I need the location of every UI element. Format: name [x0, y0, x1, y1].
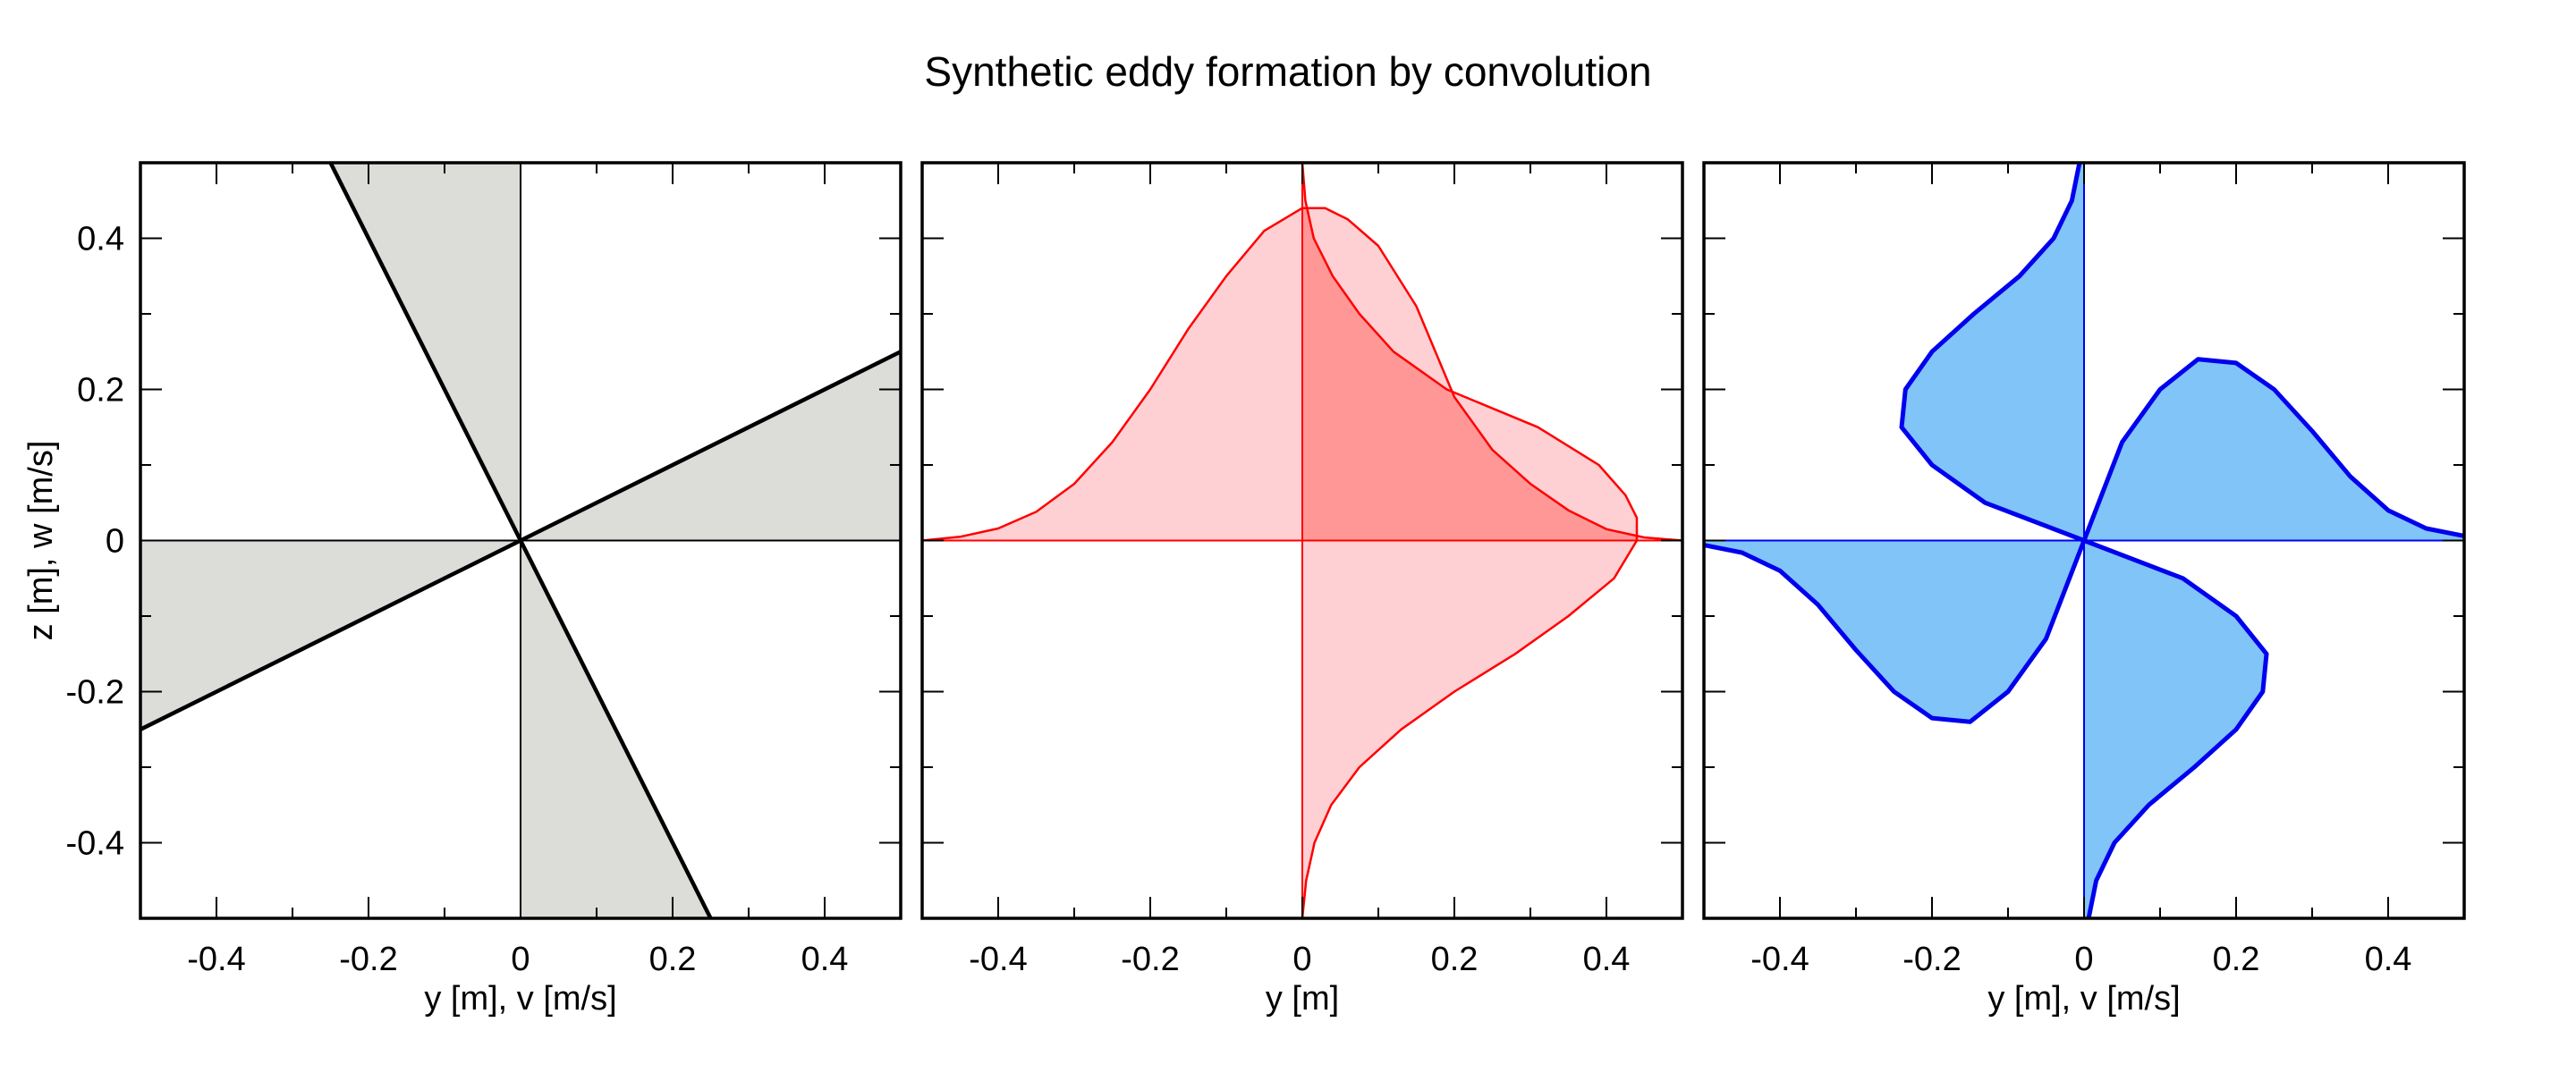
x-tick-label: 0.2 [1431, 941, 1479, 978]
x-tick-label: -0.4 [969, 941, 1027, 978]
x-tick-label: 0.2 [2213, 941, 2260, 978]
plot-area [922, 163, 1682, 918]
x-axis-label: y [m] [1266, 980, 1339, 1018]
x-tick-label: 0.2 [649, 941, 697, 978]
plot-area [140, 163, 901, 918]
x-tick-label: 0.4 [2365, 941, 2412, 978]
series-line [922, 207, 1682, 542]
y-tick-label: -0.4 [66, 825, 124, 863]
y-tick-label: 0.4 [77, 221, 124, 258]
chart-title: Synthetic eddy formation by convolution [924, 48, 1651, 95]
panel-left: -0.4 -0.2 0 0.2 0.4 y [m], v [m/s] -0.4 -0.2 0 0.… [22, 161, 902, 1018]
y-axis-label: z [m], w [m/s] [22, 441, 60, 641]
series-line [328, 163, 713, 918]
x-tick-label: 0.4 [801, 941, 849, 978]
y-tick-label: -0.2 [66, 674, 124, 712]
panel-middle: -0.4 -0.2 0 0.2 0.4 y [m] [920, 161, 1684, 1018]
x-tick-label: 0 [1292, 941, 1311, 978]
panel-right: -0.4 -0.2 0 0.2 0.4 y [m], v [m/s] [1702, 161, 2466, 1018]
x-tick-label: 0 [511, 941, 530, 978]
y-tick-label: 0.2 [77, 372, 124, 410]
x-tick-label: 0 [2074, 941, 2093, 978]
x-axis-label: y [m], v [m/s] [1987, 980, 2180, 1018]
x-tick-label: -0.4 [1750, 941, 1809, 978]
x-tick-label: -0.2 [1902, 941, 1961, 978]
x-tick-label: -0.4 [187, 941, 245, 978]
series-line [1301, 163, 1639, 918]
x-tick-label: -0.2 [339, 941, 397, 978]
overlap-fill [1302, 207, 1637, 541]
x-axis-label: y [m], v [m/s] [424, 980, 616, 1018]
x-tick-label: 0.4 [1583, 941, 1631, 978]
series-line [1899, 163, 2269, 918]
x-tick-label: -0.2 [1121, 941, 1179, 978]
overlap-group [1302, 207, 1637, 541]
y-tick-label: 0 [106, 523, 124, 561]
plot-area [1704, 163, 2464, 918]
panels: -0.4 -0.2 0 0.2 0.4 y [m], v [m/s] -0.4 -0.2 0 0.… [22, 161, 2466, 1018]
